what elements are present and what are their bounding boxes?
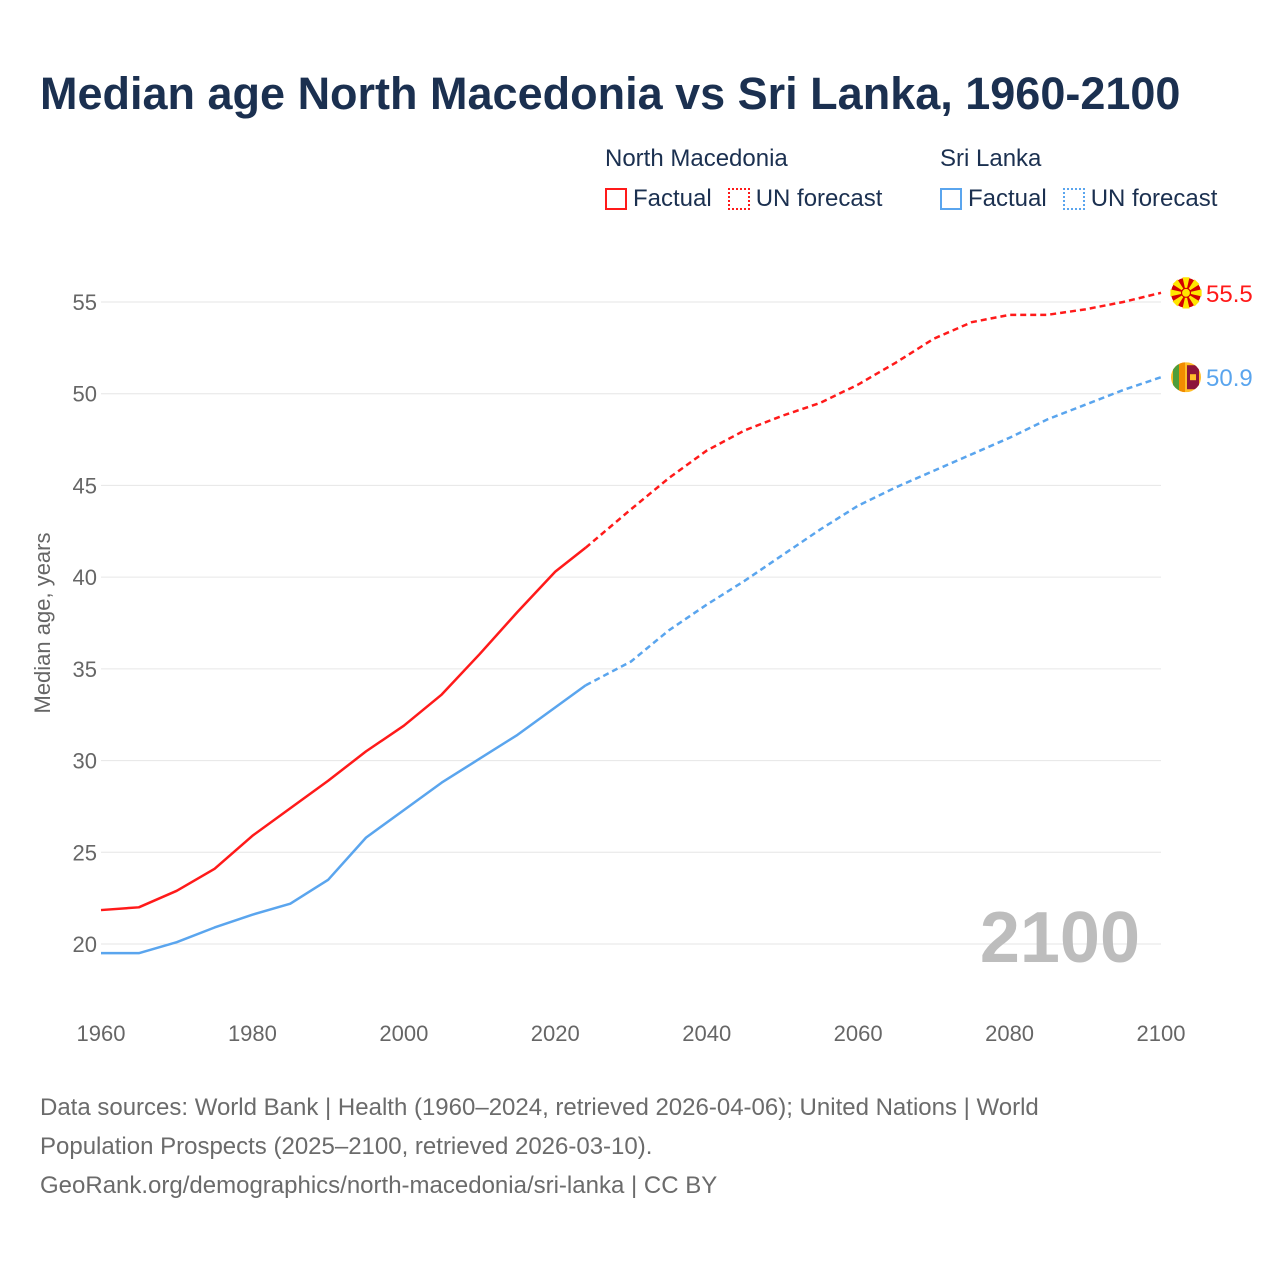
legend-item-forecast[interactable]: UN forecast: [1062, 185, 1218, 213]
legend-label: UN forecast: [755, 185, 883, 212]
legend-item-factual[interactable]: Factual: [940, 185, 1047, 213]
x-tick-labels: 1960 1980 2000 2020 2040 2060 2080 2100: [77, 1021, 1186, 1046]
y-axis-label: Median age, years: [30, 533, 55, 714]
y-tick-labels: 20 25 30 35 40 45 50 55: [73, 290, 97, 957]
x-tick-label: 2040: [682, 1021, 731, 1046]
footer-attribution[interactable]: GeoRank.org/demographics/north-macedonia…: [40, 1172, 718, 1199]
y-tick-label: 35: [73, 657, 97, 682]
x-tick-label: 2080: [985, 1021, 1034, 1046]
end-value-label: 50.9: [1206, 365, 1253, 392]
y-tick-label: 50: [73, 382, 97, 407]
legend-group-name: North Macedonia: [605, 145, 788, 172]
x-tick-label: 2060: [834, 1021, 883, 1046]
y-tick-label: 25: [73, 840, 97, 865]
year-watermark: 2100: [980, 898, 1140, 978]
grid: [101, 301, 1161, 945]
footer-sources-1: Data sources: World Bank | Health (1960–…: [40, 1094, 1039, 1121]
sri-lanka-flag-icon: [1171, 362, 1201, 393]
x-tick-label: 2100: [1137, 1021, 1186, 1046]
legend-swatch-dotted: [1062, 188, 1085, 210]
north-macedonia-flag-icon: [1170, 277, 1202, 309]
series-line-forecast: [584, 291, 1162, 549]
legend-label: Factual: [968, 185, 1047, 212]
series-line-factual: [101, 684, 587, 955]
legend-item-forecast[interactable]: UN forecast: [727, 185, 883, 213]
legend-swatch-dotted: [727, 188, 750, 210]
legend-group-name: Sri Lanka: [940, 145, 1042, 172]
y-tick-label: 40: [73, 565, 97, 590]
series-line-forecast: [584, 376, 1162, 687]
series-lines: [100, 291, 1162, 955]
chart-title: Median age North Macedonia vs Sri Lanka,…: [40, 68, 1181, 119]
legend-north-macedonia: North Macedonia Factual UN forecast: [605, 145, 882, 213]
x-tick-label: 2000: [379, 1021, 428, 1046]
y-tick-label: 20: [73, 932, 97, 957]
x-tick-label: 1960: [77, 1021, 126, 1046]
y-tick-label: 45: [73, 473, 97, 498]
footer: Data sources: World Bank | Health (1960–…: [40, 1088, 1240, 1205]
legend-item-factual[interactable]: Factual: [605, 185, 712, 213]
end-markers: 55.5 50.9: [1170, 277, 1253, 393]
x-tick-label: 1980: [228, 1021, 277, 1046]
end-value-label: 55.5: [1206, 281, 1253, 308]
x-tick-label: 2020: [531, 1021, 580, 1046]
footer-sources-2: Population Prospects (2025–2100, retriev…: [40, 1133, 653, 1160]
legend-sri-lanka: Sri Lanka Factual UN forecast: [940, 145, 1217, 213]
y-tick-label: 30: [73, 749, 97, 774]
legend-swatch-solid: [605, 188, 627, 210]
y-tick-label: 55: [73, 290, 97, 315]
legend-label: UN forecast: [1090, 185, 1218, 212]
legend-label: Factual: [633, 185, 712, 212]
series-line-factual: [100, 546, 587, 912]
legend-swatch-solid: [940, 188, 962, 210]
